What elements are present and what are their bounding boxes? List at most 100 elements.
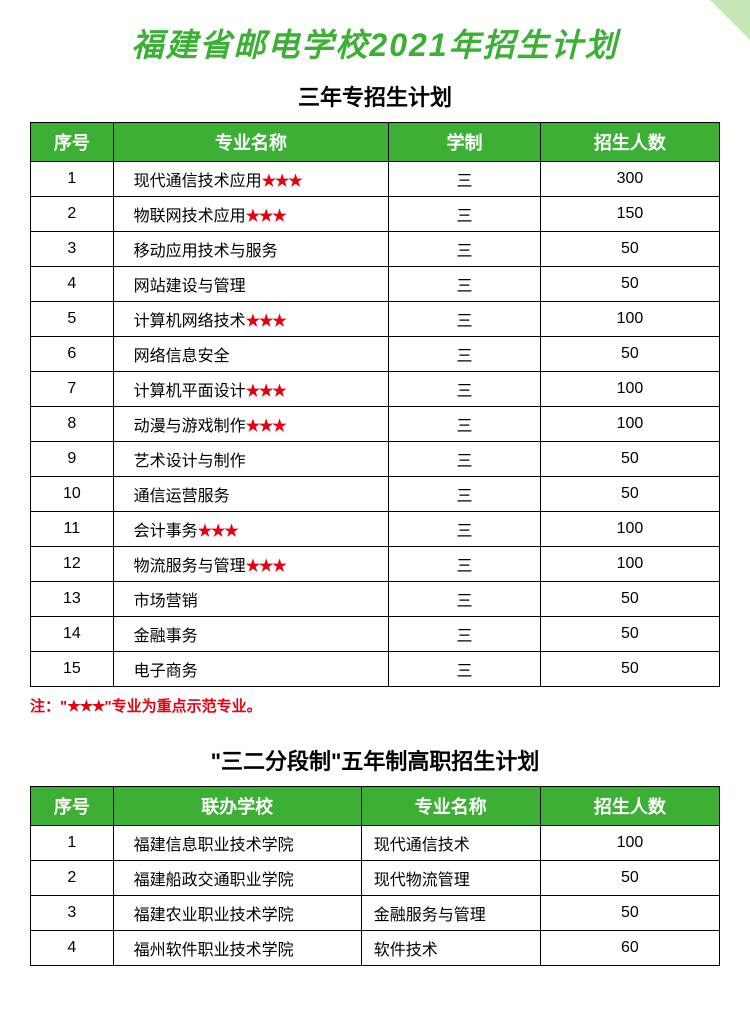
column-header: 序号 xyxy=(31,123,114,162)
star-icon: ★★★ xyxy=(246,418,286,435)
cell-major-name: 艺术设计与制作 xyxy=(113,442,389,477)
section1-title: 三年专招生计划 xyxy=(30,80,720,112)
column-header: 专业名称 xyxy=(113,123,389,162)
star-icon: ★★★ xyxy=(246,383,286,400)
table-row: 11会计事务★★★三100 xyxy=(31,512,720,547)
cell-system: 三 xyxy=(389,197,541,232)
cell-index: 4 xyxy=(31,931,114,966)
cell-index: 6 xyxy=(31,337,114,372)
star-icon: ★★★ xyxy=(246,208,286,225)
cell-enrollment: 100 xyxy=(540,512,719,547)
cell-system: 三 xyxy=(389,372,541,407)
table-row: 6网络信息安全三50 xyxy=(31,337,720,372)
column-header: 学制 xyxy=(389,123,541,162)
section2-title: "三二分段制"五年制高职招生计划 xyxy=(30,744,720,776)
column-header: 专业名称 xyxy=(361,787,540,826)
table-row: 3福建农业职业技术学院金融服务与管理50 xyxy=(31,896,720,931)
cell-index: 3 xyxy=(31,232,114,267)
cell-major-name: 通信运营服务 xyxy=(113,477,389,512)
cell-school: 福建信息职业技术学院 xyxy=(113,826,361,861)
cell-enrollment: 60 xyxy=(540,931,719,966)
cell-enrollment: 50 xyxy=(540,477,719,512)
cell-index: 1 xyxy=(31,826,114,861)
cell-major-name: 市场营销 xyxy=(113,582,389,617)
column-header: 联办学校 xyxy=(113,787,361,826)
cell-enrollment: 100 xyxy=(540,372,719,407)
cell-enrollment: 50 xyxy=(540,861,719,896)
table-row: 14金融事务三50 xyxy=(31,617,720,652)
cell-enrollment: 50 xyxy=(540,267,719,302)
table-row: 7计算机平面设计★★★三100 xyxy=(31,372,720,407)
cell-enrollment: 100 xyxy=(540,407,719,442)
cell-major-name: 网络信息安全 xyxy=(113,337,389,372)
footnote: 注："★★★"专业为重点示范专业。 xyxy=(30,695,720,716)
cell-enrollment: 100 xyxy=(540,302,719,337)
cell-index: 14 xyxy=(31,617,114,652)
cell-system: 三 xyxy=(389,547,541,582)
cell-enrollment: 50 xyxy=(540,896,719,931)
table-header-row: 序号联办学校专业名称招生人数 xyxy=(31,787,720,826)
corner-accent xyxy=(710,0,750,40)
cell-system: 三 xyxy=(389,652,541,687)
cell-enrollment: 100 xyxy=(540,826,719,861)
cell-index: 11 xyxy=(31,512,114,547)
column-header: 序号 xyxy=(31,787,114,826)
table-three-year: 序号专业名称学制招生人数 1现代通信技术应用★★★三3002物联网技术应用★★★… xyxy=(30,122,720,687)
cell-system: 三 xyxy=(389,337,541,372)
cell-index: 7 xyxy=(31,372,114,407)
cell-major-name: 计算机平面设计★★★ xyxy=(113,372,389,407)
cell-system: 三 xyxy=(389,407,541,442)
cell-major-name: 动漫与游戏制作★★★ xyxy=(113,407,389,442)
table-row: 2物联网技术应用★★★三150 xyxy=(31,197,720,232)
cell-enrollment: 300 xyxy=(540,162,719,197)
cell-major-name: 物流服务与管理★★★ xyxy=(113,547,389,582)
star-icon: ★★★ xyxy=(246,558,286,575)
cell-system: 三 xyxy=(389,442,541,477)
star-icon: ★★★ xyxy=(198,523,238,540)
main-title: 福建省邮电学校2021年招生计划 xyxy=(30,20,720,66)
cell-index: 2 xyxy=(31,197,114,232)
star-icon: ★★★ xyxy=(262,173,302,190)
cell-system: 三 xyxy=(389,302,541,337)
cell-major-name: 现代通信技术应用★★★ xyxy=(113,162,389,197)
table-header-row: 序号专业名称学制招生人数 xyxy=(31,123,720,162)
column-header: 招生人数 xyxy=(540,787,719,826)
cell-system: 三 xyxy=(389,162,541,197)
cell-school: 福建船政交通职业学院 xyxy=(113,861,361,896)
column-header: 招生人数 xyxy=(540,123,719,162)
table-row: 13市场营销三50 xyxy=(31,582,720,617)
table-row: 2福建船政交通职业学院现代物流管理50 xyxy=(31,861,720,896)
cell-system: 三 xyxy=(389,582,541,617)
cell-index: 8 xyxy=(31,407,114,442)
cell-major-name: 会计事务★★★ xyxy=(113,512,389,547)
cell-major: 软件技术 xyxy=(361,931,540,966)
cell-major: 金融服务与管理 xyxy=(361,896,540,931)
cell-enrollment: 50 xyxy=(540,337,719,372)
cell-index: 2 xyxy=(31,861,114,896)
cell-major-name: 计算机网络技术★★★ xyxy=(113,302,389,337)
cell-index: 15 xyxy=(31,652,114,687)
table-row: 12物流服务与管理★★★三100 xyxy=(31,547,720,582)
cell-system: 三 xyxy=(389,232,541,267)
cell-enrollment: 50 xyxy=(540,232,719,267)
table-row: 3移动应用技术与服务三50 xyxy=(31,232,720,267)
cell-index: 3 xyxy=(31,896,114,931)
table-row: 5计算机网络技术★★★三100 xyxy=(31,302,720,337)
cell-index: 9 xyxy=(31,442,114,477)
cell-enrollment: 100 xyxy=(540,547,719,582)
table-row: 1福建信息职业技术学院现代通信技术100 xyxy=(31,826,720,861)
cell-enrollment: 50 xyxy=(540,617,719,652)
table-row: 8动漫与游戏制作★★★三100 xyxy=(31,407,720,442)
cell-index: 5 xyxy=(31,302,114,337)
cell-index: 4 xyxy=(31,267,114,302)
cell-index: 1 xyxy=(31,162,114,197)
cell-index: 10 xyxy=(31,477,114,512)
cell-major: 现代物流管理 xyxy=(361,861,540,896)
star-icon: ★★★ xyxy=(246,313,286,330)
cell-major-name: 物联网技术应用★★★ xyxy=(113,197,389,232)
table-five-year: 序号联办学校专业名称招生人数 1福建信息职业技术学院现代通信技术1002福建船政… xyxy=(30,786,720,966)
cell-system: 三 xyxy=(389,512,541,547)
cell-school: 福建农业职业技术学院 xyxy=(113,896,361,931)
cell-enrollment: 150 xyxy=(540,197,719,232)
cell-enrollment: 50 xyxy=(540,442,719,477)
